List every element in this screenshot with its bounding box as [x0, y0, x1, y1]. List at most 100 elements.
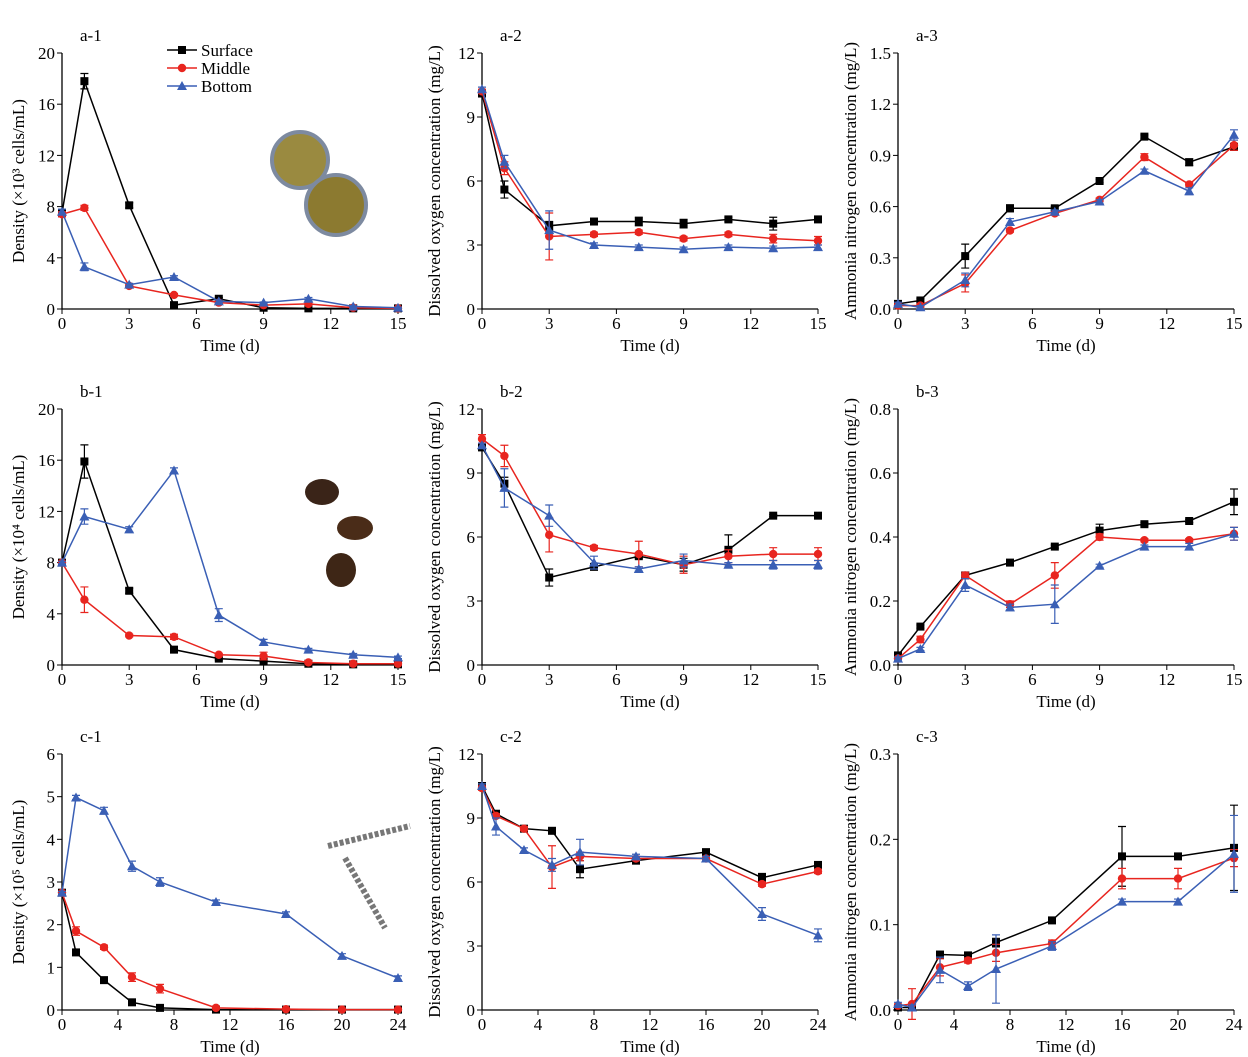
marker	[500, 186, 508, 194]
x-tick-label: 15	[810, 314, 827, 333]
y-axis-label: Dissolved oxygen concentration (mg/L)	[425, 45, 444, 316]
y-tick-label: 0.2	[870, 830, 891, 849]
x-tick-label: 16	[278, 1015, 295, 1034]
marker	[1118, 852, 1126, 860]
x-tick-label: 20	[1170, 1015, 1187, 1034]
x-tick-label: 6	[1028, 670, 1037, 689]
marker	[337, 951, 347, 960]
y-tick-label: 1.2	[870, 95, 891, 114]
y-tick-label: 16	[38, 95, 55, 114]
marker	[170, 301, 178, 309]
chart: 048121620240123456c-1Time (d)Density (×1…	[9, 727, 407, 1056]
legend-marker	[178, 46, 186, 54]
marker	[1095, 533, 1103, 541]
x-tick-label: 0	[478, 314, 487, 333]
marker	[1006, 559, 1014, 567]
axis	[898, 754, 1234, 1010]
marker	[1230, 498, 1238, 506]
marker	[125, 631, 133, 639]
y-tick-label: 1.5	[870, 44, 891, 63]
panel-label: a-1	[80, 26, 102, 45]
y-tick-label: 20	[38, 400, 55, 419]
x-tick-label: 0	[58, 670, 67, 689]
marker	[814, 215, 822, 223]
chart: 036912150.00.30.60.91.21.5a-3Time (d)Amm…	[841, 26, 1243, 355]
x-axis-label: Time (d)	[1036, 336, 1095, 355]
y-tick-label: 6	[467, 528, 476, 547]
algae-chain	[345, 858, 385, 928]
x-tick-label: 12	[742, 314, 759, 333]
series-line	[62, 798, 398, 978]
marker	[349, 660, 357, 668]
y-tick-label: 3	[467, 937, 476, 956]
x-tick-label: 16	[698, 1015, 715, 1034]
marker	[303, 294, 313, 303]
x-tick-label: 0	[58, 314, 67, 333]
panel-label: b-3	[916, 382, 939, 401]
y-axis-label: Ammonia nitrogen concentration (mg/L)	[841, 42, 860, 320]
x-tick-label: 9	[1095, 670, 1104, 689]
x-tick-label: 12	[1158, 670, 1175, 689]
marker	[576, 865, 584, 873]
x-tick-label: 9	[679, 314, 688, 333]
marker	[635, 550, 643, 558]
marker	[724, 215, 732, 223]
marker	[170, 646, 178, 654]
y-tick-label: 0.0	[870, 300, 891, 319]
legend-label: Bottom	[201, 77, 252, 96]
marker	[680, 220, 688, 228]
y-tick-label: 12	[38, 502, 55, 521]
marker	[169, 465, 179, 474]
marker	[590, 218, 598, 226]
marker	[128, 973, 136, 981]
marker	[170, 291, 178, 299]
marker	[813, 930, 823, 939]
marker	[769, 550, 777, 558]
x-tick-label: 8	[1006, 1015, 1015, 1034]
marker	[545, 574, 553, 582]
series-line	[898, 135, 1234, 307]
series-line	[482, 89, 818, 249]
x-tick-label: 24	[390, 1015, 408, 1034]
y-tick-label: 8	[47, 554, 56, 573]
chart: 03691215036912b-2Time (d)Dissolved oxyge…	[425, 382, 827, 711]
marker	[156, 1004, 164, 1012]
marker	[338, 1005, 346, 1013]
y-tick-label: 12	[458, 44, 475, 63]
axis	[62, 754, 398, 1010]
marker	[1174, 852, 1182, 860]
series-line	[898, 502, 1234, 656]
y-tick-label: 5	[47, 788, 56, 807]
x-tick-label: 3	[545, 314, 554, 333]
marker	[1140, 133, 1148, 141]
chart: 036912150.00.20.40.60.8b-3Time (d)Ammoni…	[841, 382, 1243, 711]
y-tick-label: 9	[467, 809, 476, 828]
marker	[72, 948, 80, 956]
series-line	[482, 94, 818, 226]
y-tick-label: 6	[47, 745, 56, 764]
x-tick-label: 0	[478, 670, 487, 689]
series-line	[482, 91, 818, 240]
x-tick-label: 20	[334, 1015, 351, 1034]
x-tick-label: 3	[961, 314, 970, 333]
marker	[125, 201, 133, 209]
y-tick-label: 0	[47, 656, 56, 675]
marker	[79, 512, 89, 521]
axis	[898, 409, 1234, 665]
x-axis-label: Time (d)	[200, 336, 259, 355]
marker	[214, 610, 224, 619]
x-tick-label: 3	[125, 314, 134, 333]
x-axis-label: Time (d)	[620, 692, 679, 711]
marker	[1185, 517, 1193, 525]
y-tick-label: 6	[467, 873, 476, 892]
x-tick-label: 4	[950, 1015, 959, 1034]
marker	[156, 984, 164, 992]
marker	[814, 550, 822, 558]
series-line	[482, 445, 818, 569]
y-tick-label: 6	[467, 172, 476, 191]
marker	[394, 1005, 402, 1013]
algae-cell	[305, 479, 339, 505]
x-tick-label: 16	[1114, 1015, 1131, 1034]
x-tick-label: 24	[1226, 1015, 1244, 1034]
legend-label: Surface	[201, 41, 253, 60]
